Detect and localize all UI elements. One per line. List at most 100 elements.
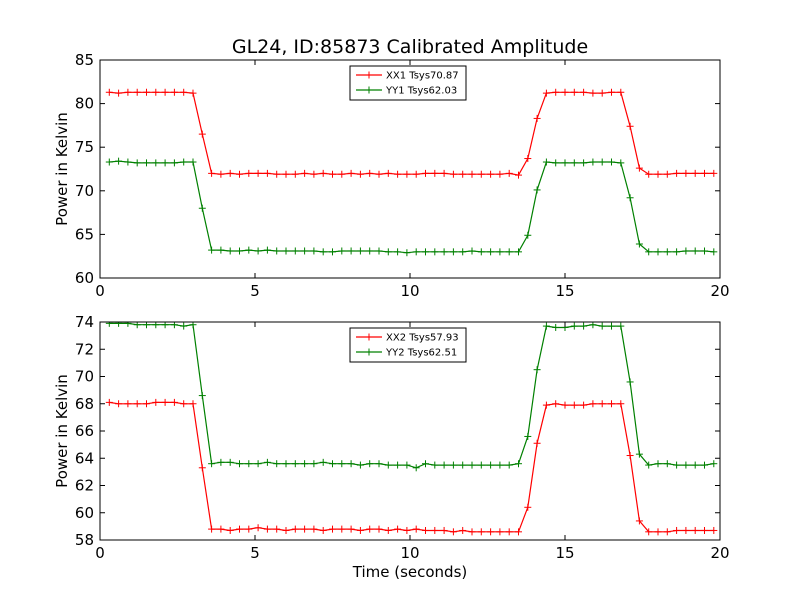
- data-point: [589, 400, 597, 408]
- data-point: [710, 248, 718, 256]
- data-point: [626, 378, 634, 386]
- data-point: [310, 460, 318, 468]
- data-point: [449, 528, 457, 536]
- data-point: [654, 170, 662, 178]
- data-point: [654, 528, 662, 536]
- data-point: [347, 460, 355, 468]
- data-point: [533, 186, 541, 194]
- data-point: [143, 88, 150, 96]
- data-point: [105, 322, 113, 327]
- data-point: [115, 322, 123, 327]
- data-point: [291, 460, 299, 468]
- data-point: [236, 170, 243, 178]
- data-point: [282, 247, 290, 255]
- data-point: [189, 158, 197, 166]
- data-point: [524, 503, 532, 511]
- data-point: [217, 525, 225, 533]
- data-point: [236, 460, 243, 468]
- data-point: [459, 526, 467, 534]
- data-point: [710, 526, 718, 534]
- data-point: [645, 248, 653, 256]
- data-point: [375, 460, 383, 468]
- data-point: [598, 400, 606, 408]
- legend-entry: YY1 Tsys62.03: [356, 86, 457, 97]
- data-point: [273, 247, 281, 255]
- data-point: [394, 170, 402, 178]
- data-point: [635, 164, 643, 172]
- data-point: [329, 525, 336, 533]
- data-point: [524, 432, 532, 440]
- data-point: [608, 88, 615, 96]
- data-point: [663, 248, 671, 256]
- data-point: [291, 525, 299, 533]
- data-point: [682, 169, 690, 177]
- data-point: [533, 439, 541, 447]
- data-point: [189, 400, 197, 408]
- data-point: [375, 525, 383, 533]
- data-point: [682, 461, 690, 469]
- data-point: [617, 159, 625, 167]
- data-point: [552, 400, 560, 408]
- y-axis-label: Power in Kelvin: [53, 112, 71, 226]
- data-point: [124, 158, 132, 166]
- data-point: [468, 528, 476, 536]
- data-point: [301, 247, 309, 255]
- data-point: [496, 528, 504, 536]
- x-tick-label: 10: [400, 544, 419, 562]
- chart-title: GL24, ID:85873 Calibrated Amplitude: [232, 36, 588, 58]
- y-tick-label: 70: [75, 182, 94, 200]
- data-point: [226, 247, 234, 255]
- y-tick-label: 74: [75, 313, 94, 331]
- data-point: [263, 458, 271, 466]
- data-point: [319, 248, 327, 256]
- data-point: [440, 461, 448, 469]
- data-point: [291, 170, 299, 178]
- data-point: [477, 170, 485, 178]
- data-point: [384, 169, 392, 177]
- data-point: [570, 159, 578, 167]
- data-point: [338, 247, 346, 255]
- y-tick-label: 80: [75, 95, 94, 113]
- data-point: [654, 460, 662, 468]
- data-point: [533, 114, 541, 122]
- data-point: [542, 158, 550, 166]
- data-point: [263, 169, 271, 177]
- data-point: [524, 155, 532, 163]
- data-point: [487, 248, 495, 256]
- data-point: [589, 89, 597, 97]
- data-point: [347, 525, 355, 533]
- legend-label: YY1 Tsys62.03: [385, 86, 457, 97]
- data-point: [115, 157, 123, 165]
- data-point: [580, 88, 588, 96]
- data-point: [459, 461, 467, 469]
- data-point: [338, 170, 346, 178]
- x-tick-label: 20: [710, 282, 729, 300]
- data-point: [403, 461, 411, 469]
- data-point: [431, 169, 439, 177]
- data-point: [422, 248, 429, 256]
- data-point: [635, 240, 643, 248]
- data-point: [301, 525, 309, 533]
- data-point: [115, 400, 123, 408]
- x-tick-label: 5: [250, 544, 260, 562]
- data-point: [580, 322, 588, 330]
- data-point: [133, 159, 141, 167]
- series-1: [105, 398, 718, 536]
- data-point: [580, 159, 588, 167]
- data-point: [449, 248, 457, 256]
- x-tick-label: 15: [555, 282, 574, 300]
- data-point: [198, 392, 206, 400]
- y-tick-label: 70: [75, 368, 94, 386]
- data-point: [180, 88, 188, 96]
- data-point: [691, 526, 699, 534]
- data-point: [105, 158, 113, 166]
- data-point: [487, 461, 495, 469]
- data-point: [152, 159, 160, 167]
- data-point: [189, 89, 197, 97]
- data-point: [161, 159, 169, 167]
- data-point: [208, 169, 216, 177]
- data-point: [161, 398, 169, 406]
- data-point: [152, 398, 160, 406]
- data-point: [412, 170, 420, 178]
